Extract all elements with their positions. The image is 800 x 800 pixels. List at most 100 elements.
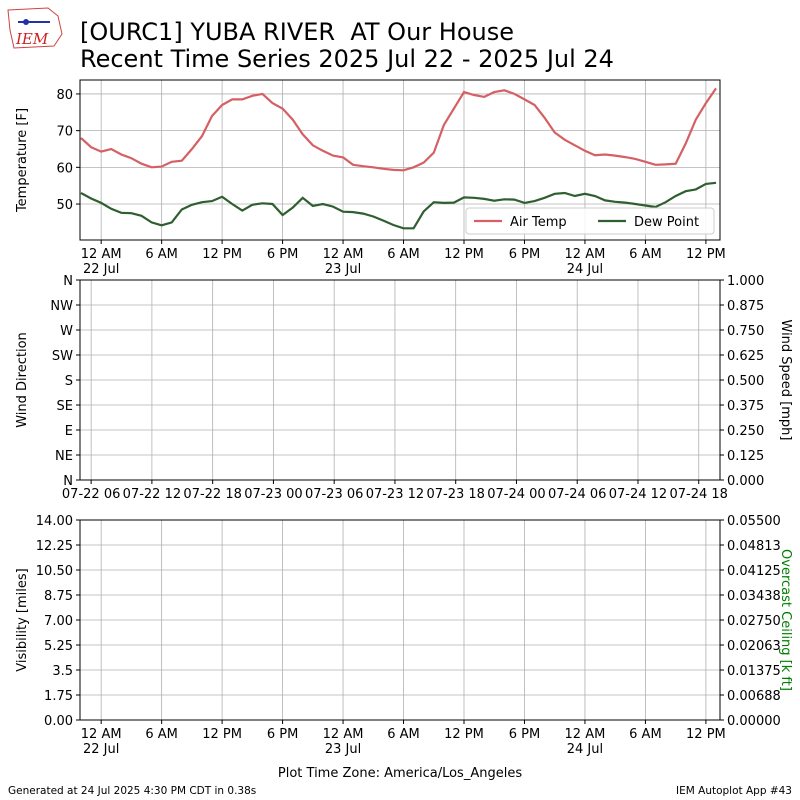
footer-right: IEM Autoplot App #43 [676,785,792,797]
y-tick-label: 1.75 [44,689,73,704]
panel: 07-22 06 07-22 12 07-22 18 07-23 00 07-23 06… [15,274,793,502]
x-tick-label: 12 AM 23 Jul [323,727,364,757]
x-tick-label: 6 AM [629,247,662,262]
x-tick-label: 6 AM [387,727,420,742]
y-tick-label: 0.00 [44,714,73,729]
y-tick-label: 3.5 [52,664,73,679]
y2-tick-label: 0.00688 [727,689,781,704]
y-tick-label: 10.50 [36,564,73,579]
y2-tick-label: 0.875 [727,299,764,314]
x-tick-label: 07-23 18 [426,487,484,502]
x-tick-label: 07-22 18 [183,487,241,502]
axes-frame [79,279,721,481]
y-axis-label: Wind Direction [15,332,30,428]
y2-tick-label: 0.375 [727,399,764,414]
y-tick-label: NE [55,449,73,464]
plot-area [80,87,717,230]
x-tick-label: 07-24 12 [609,487,667,502]
x-tick-label: 12 PM [202,247,242,262]
y2-tick-label: 0.250 [727,424,764,439]
x-tick-label: 6 AM [145,727,178,742]
x-tick-label: 12 AM 23 Jul [323,247,364,277]
axes-frame [79,519,721,721]
y-tick-label: S [65,374,73,389]
panel: 12 AM 22 Jul 6 AM 12 PM 6 PM 12 AM 23 Jul 6 AM 1… [15,79,726,277]
x-tick-label: 07-22 12 [123,487,181,502]
title-line: [OURC1] YUBA RIVER AT Our House [80,18,514,46]
y2-tick-label: 0.625 [727,349,764,364]
y2-tick-label: 0.00000 [727,714,781,729]
x-tick-label: 12 AM 24 Jul [565,727,606,757]
legend-box [465,207,715,235]
y-tick-label: SW [52,349,73,364]
logo-dot [23,19,29,25]
y2-tick-label: 0.750 [727,324,764,339]
data-line [80,181,717,230]
footer-left: Generated at 24 Jul 2025 4:30 PM CDT in … [8,785,256,797]
y-tick-label: N [63,474,73,489]
x-tick-label: 12 AM 24 Jul [565,247,606,277]
x-tick-label: 12 AM 22 Jul [81,247,122,277]
y-tick-label: W [60,324,73,339]
logo: IEM [7,7,63,49]
x-tick-label: 6 AM [387,247,420,262]
y2-axis-label: Overcast Ceiling [k ft] [778,549,793,691]
x-tick-label: 07-24 18 [670,487,728,502]
x-tick-label: 07-23 00 [244,487,302,502]
legend-label: Dew Point [634,215,699,230]
y-tick-label: E [65,424,73,439]
x-tick-label: 07-23 06 [305,487,363,502]
y-axis-label: Temperature [F] [15,108,30,213]
y-tick-label: SE [57,399,73,414]
y2-tick-label: 0.125 [727,449,764,464]
y-tick-label: 12.25 [36,539,73,554]
x-tick-label: 07-24 00 [487,487,545,502]
x-tick-label: 6 PM [267,727,298,742]
x-tick-label: 12 PM [686,247,726,262]
x-tick-label: 07-24 06 [548,487,606,502]
y2-tick-label: 0.02750 [727,614,781,629]
legend-label: Air Temp [510,215,567,230]
x-tick-label: 07-23 12 [366,487,424,502]
x-tick-label: 12 PM [202,727,242,742]
y2-tick-label: 0.05500 [727,514,781,529]
y-tick-label: 7.00 [44,614,73,629]
y-tick-label: 8.75 [44,589,73,604]
y2-tick-label: 0.04125 [727,564,781,579]
y-tick-label: 60 [56,161,73,176]
data-line [80,87,717,172]
x-tick-label: 6 PM [267,247,298,262]
legend: Air Temp Dew Point [465,207,715,235]
y-tick-label: N [63,274,73,289]
logo-outline [7,7,63,49]
title-line: Recent Time Series 2025 Jul 22 - 2025 Ju… [80,45,614,73]
x-axis-label: Plot Time Zone: America/Los_Angeles [278,766,522,781]
panel: 12 AM 22 Jul 6 AM 12 PM 6 PM 12 AM 23 Jul 6 AM 1… [15,514,793,757]
x-tick-label: 12 PM [444,727,484,742]
logo-text: IEM [15,30,49,48]
y2-axis-label: Wind Speed [mph] [778,320,793,441]
x-tick-label: 6 PM [509,727,540,742]
axes-frame [79,79,721,241]
y2-tick-label: 0.02063 [727,639,781,654]
x-tick-label: 12 PM [686,727,726,742]
x-tick-label: 07-22 06 [62,487,120,502]
y2-tick-label: 0.000 [727,474,764,489]
y-tick-label: 5.25 [44,639,73,654]
x-tick-label: 6 PM [509,247,540,262]
x-tick-label: 12 PM [444,247,484,262]
y2-tick-label: 0.500 [727,374,764,389]
y2-tick-label: 1.000 [727,274,764,289]
y-tick-label: NW [50,299,73,314]
y-tick-label: 80 [56,88,73,103]
y2-tick-label: 0.01375 [727,664,781,679]
y-axis-label: Visibility [miles] [15,568,30,671]
x-tick-label: 6 AM [629,727,662,742]
y2-tick-label: 0.04813 [727,539,781,554]
x-tick-label: 12 AM 22 Jul [81,727,122,757]
y-tick-label: 14.00 [36,514,73,529]
x-tick-label: 6 AM [145,247,178,262]
y2-tick-label: 0.03438 [727,589,781,604]
